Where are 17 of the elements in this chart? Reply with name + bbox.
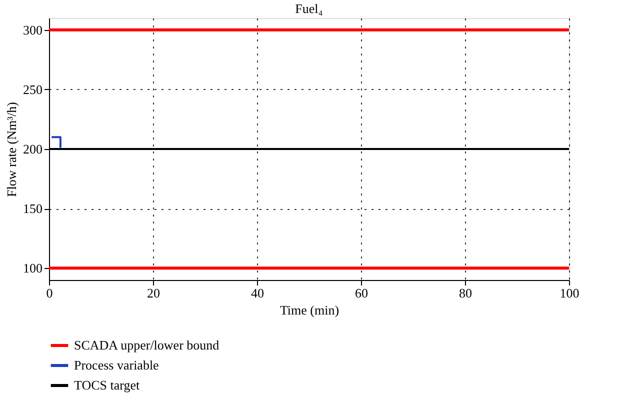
legend-label: TOCS target: [74, 378, 140, 392]
y-tick-label: 200: [23, 142, 42, 156]
x-tick-label: 20: [147, 286, 160, 300]
y-axis-title: Flow rate (Nm³/h): [4, 102, 19, 197]
x-tick-label: 0: [46, 286, 53, 300]
x-tick-label: 60: [355, 286, 368, 300]
y-tick-label: 150: [23, 201, 42, 216]
x-tick-label: 40: [251, 286, 264, 300]
y-tick-label: 300: [23, 22, 42, 38]
x-tick-label: 80: [459, 286, 472, 300]
legend-label: SCADA upper/lower bound: [74, 338, 220, 352]
y-tick-label: 100: [23, 260, 42, 276]
chart-title: Fuel₄: [295, 1, 324, 16]
x-axis-title: Time (min): [280, 302, 340, 318]
y-tick-label: 250: [23, 82, 42, 97]
x-tick-label: 100: [560, 286, 580, 300]
legend-label: Process variable: [74, 358, 160, 372]
